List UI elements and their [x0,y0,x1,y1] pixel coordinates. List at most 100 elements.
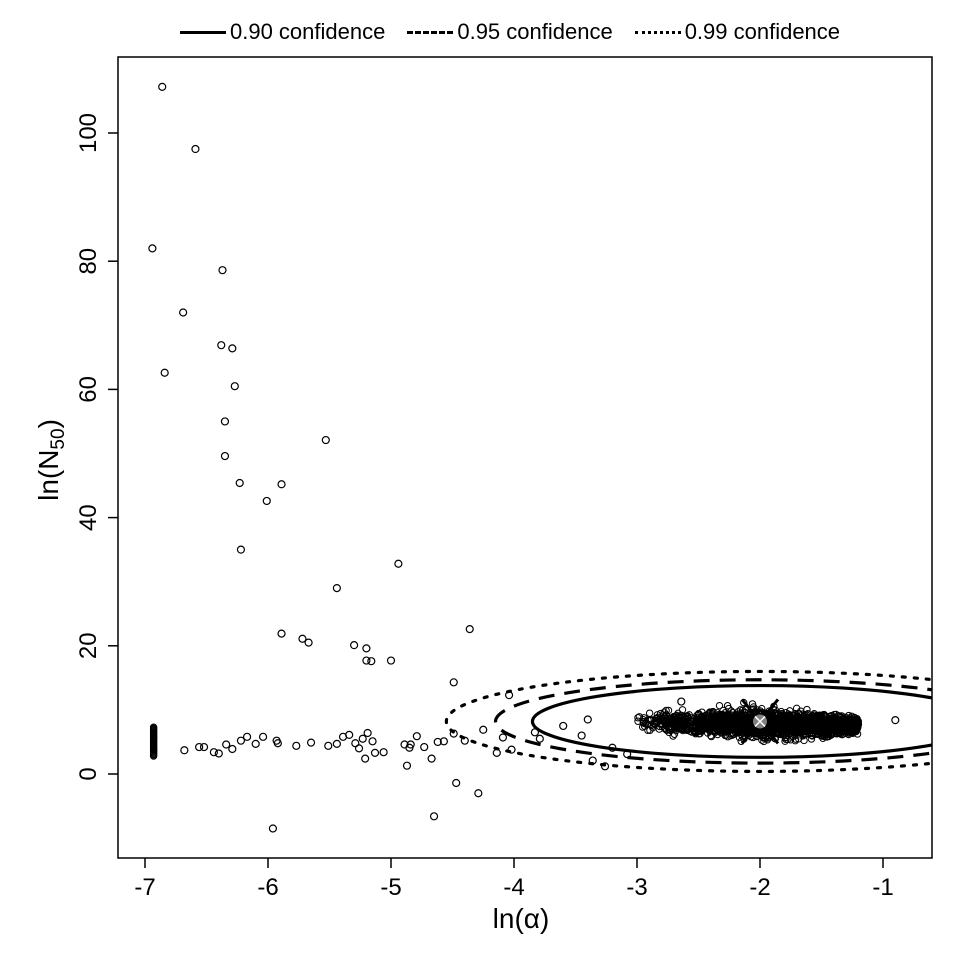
data-point [439,737,448,746]
data-point [158,82,167,91]
data-point [220,451,230,461]
confidence-ellipse-dotted [444,669,932,774]
data-point [148,244,157,253]
data-point [405,743,414,752]
data-point [474,789,483,798]
confidence-ellipses [444,669,932,774]
data-point [367,657,376,666]
y-tick-label: 0 [75,767,102,780]
legend-item-99: 0.99 confidence [634,19,841,45]
data-point [370,748,380,757]
data-point [306,738,316,747]
data-point [262,496,271,506]
legend-item-90: 0.90 confidence [180,19,385,45]
data-point [362,656,371,665]
data-point [218,266,227,275]
legend-label-99: 0.99 confidence [684,19,841,44]
data-point [891,716,900,725]
data-point [180,746,189,755]
confidence-ellipse-solid [530,683,932,759]
x-tick-label: -1 [872,874,893,901]
y-tick-label: 80 [75,248,102,275]
data-point [386,656,396,665]
data-point [332,739,341,748]
x-tick-label: -7 [134,874,155,901]
data-point [433,737,442,747]
data-point [412,732,421,741]
data-point [160,368,169,377]
data-point [179,308,188,317]
legend-item-95: 0.95 confidence [407,19,613,45]
data-point [228,744,237,754]
data-point [362,644,371,653]
chart-legend: 0.90 confidence 0.95 confidence 0.99 con… [180,14,862,50]
x-tick-label: -5 [380,874,401,901]
data-point [368,737,377,746]
data-point [214,749,223,758]
data-point [222,740,231,749]
data-point [191,144,200,154]
confidence-ellipse-dashed [494,678,932,765]
data-point [298,634,307,643]
data-point [427,754,436,763]
solid-line-icon [180,30,226,34]
plot-frame [117,56,933,859]
x-axis-label: ln(α) [493,903,550,934]
data-point [332,584,341,593]
data-point [321,435,330,445]
x-tick-label: -6 [257,874,278,901]
data-point [236,736,246,745]
data-point [230,382,239,391]
data-point [228,344,237,353]
legend-label-90: 0.90 confidence [230,19,386,44]
x-tick-label: -3 [626,874,647,901]
data-point [242,732,252,741]
data-point [277,629,286,638]
data-point [258,732,268,741]
data-point [479,725,488,734]
data-point [429,812,439,821]
y-axis: 0 20 40 60 80 100 [75,113,118,781]
data-point [199,742,209,752]
data-point [220,417,230,426]
data-point [354,744,364,753]
data-point [465,625,474,634]
legend-label-95: 0.95 confidence [457,19,613,44]
data-point [304,638,313,647]
data-point [195,742,204,752]
data-point [449,678,458,687]
data-point [345,730,354,739]
x-tick-label: -2 [749,874,770,901]
data-point [600,762,610,771]
data-point [235,478,244,488]
data-point [236,545,246,554]
data-point [583,715,592,724]
data-point [449,729,458,738]
data-point [492,748,501,757]
data-point [277,480,286,489]
data-point [209,748,218,757]
data-point [350,641,359,650]
data-point [394,559,403,568]
y-tick-label: 40 [75,504,102,531]
x-axis: -7 -6 -5 -4 -3 -2 -1 [134,858,894,901]
y-axis-label: ln(N50) [33,419,69,501]
data-point [577,731,586,740]
data-point [498,733,508,742]
y-tick-label: 20 [75,632,102,659]
dense-point-cluster [149,698,863,760]
data-point [677,697,686,706]
data-point [217,341,226,350]
data-point [292,741,301,750]
dashed-line-icon [407,30,454,34]
plot-area [148,82,932,833]
data-point [358,734,367,743]
data-point [324,741,333,750]
y-tick-label: 100 [75,113,102,153]
data-point [402,761,412,770]
data-point [251,739,260,748]
data-points [148,82,900,833]
data-point [420,742,429,752]
data-point [379,748,388,757]
